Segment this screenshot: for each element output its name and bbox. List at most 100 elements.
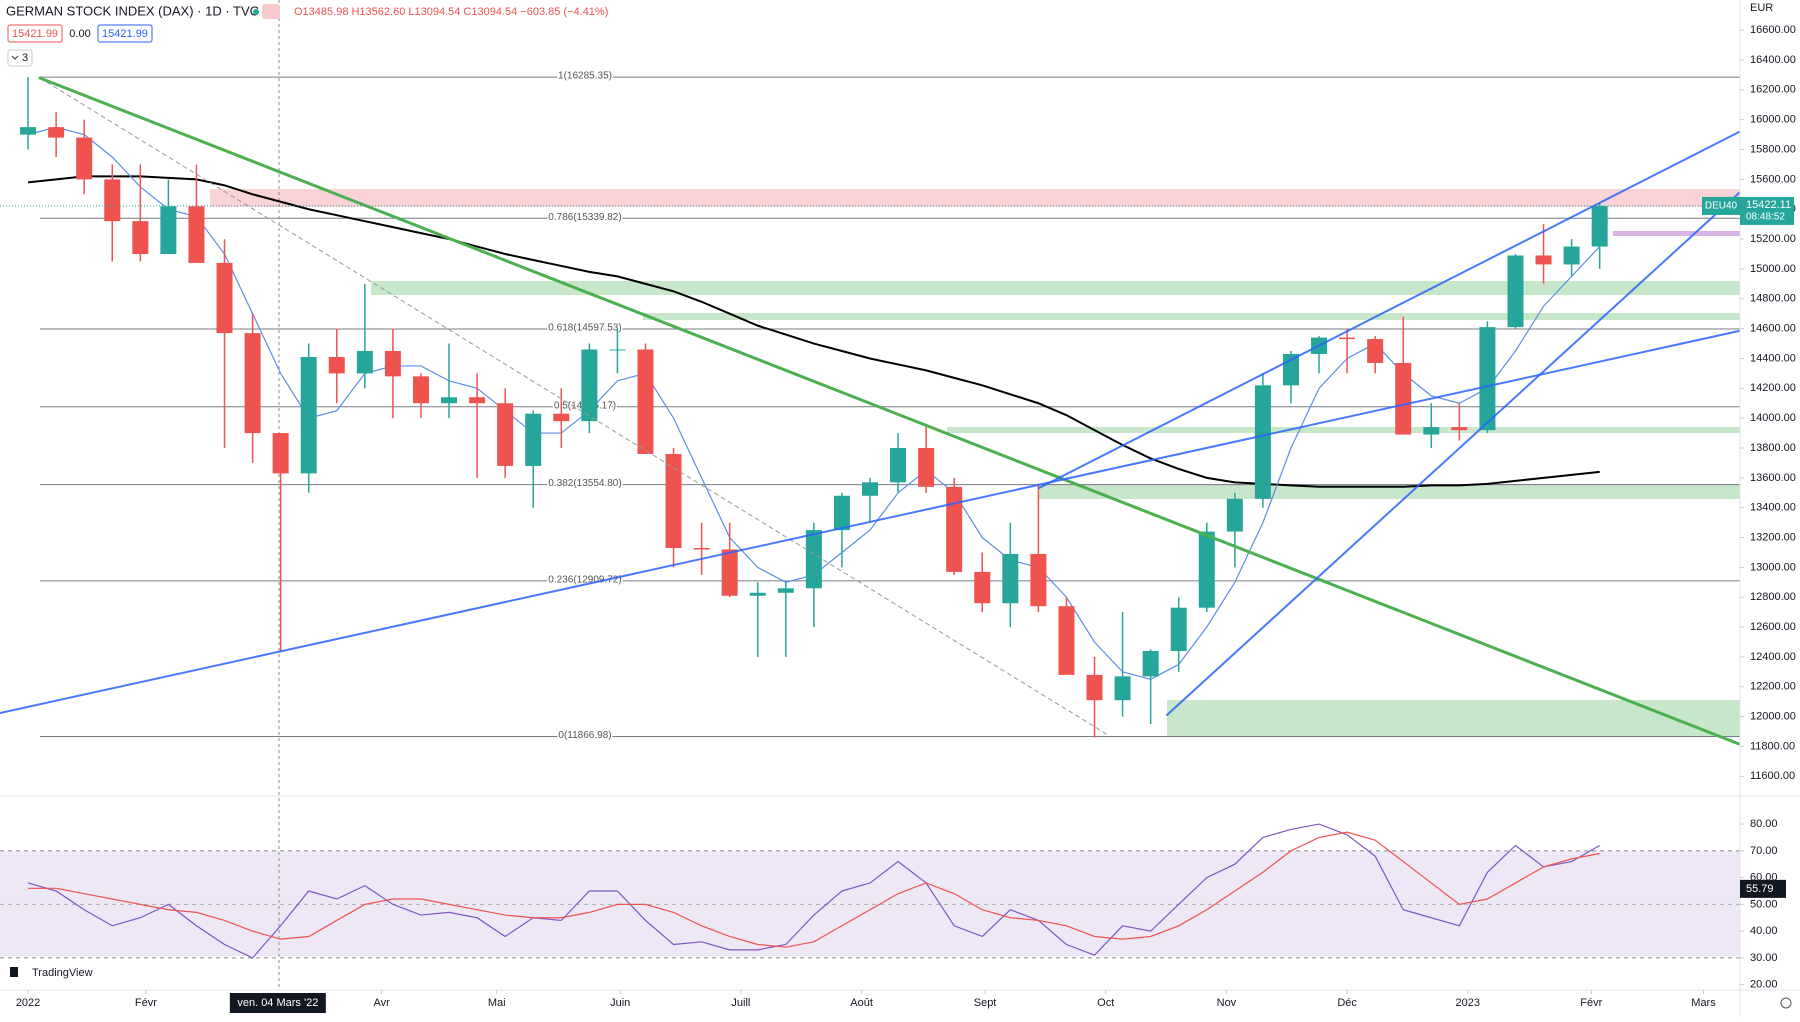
- candle-body: [48, 127, 65, 138]
- candle-body: [1114, 676, 1131, 701]
- indicator-toggle[interactable]: [7, 49, 33, 67]
- candle-body: [721, 549, 738, 596]
- fib-label: 1(16285.35): [558, 71, 612, 82]
- candle-body: [300, 356, 317, 474]
- moving-averages: [27, 126, 1601, 959]
- rsi-tick-label: 80.00: [1750, 818, 1778, 830]
- y-tick-label: 12800.00: [1750, 591, 1796, 603]
- candle-body: [412, 376, 429, 404]
- candle-body: [665, 453, 682, 548]
- chevron: [11, 55, 19, 60]
- candle-body: [1563, 246, 1580, 265]
- fib: 1(16285.35) 0.786(15339.82) 0.618(14597.53…: [40, 69, 1740, 743]
- channel-lower: [1166, 192, 1740, 716]
- candle-body: [1170, 607, 1187, 651]
- y-tick-label: 12200.00: [1750, 681, 1796, 693]
- y-tick-label: 13400.00: [1750, 502, 1796, 514]
- candle-body: [188, 206, 205, 263]
- candle-body: [946, 486, 963, 572]
- rsi-tick-label: 40.00: [1750, 925, 1778, 937]
- candle-body: [104, 179, 121, 222]
- candle-body: [1058, 606, 1075, 675]
- candle-body: [777, 588, 794, 593]
- y-tick-label: 16200.00: [1750, 84, 1796, 96]
- rsi-tick-label: 20.00: [1750, 979, 1778, 991]
- y-tick-label: 12600.00: [1750, 621, 1796, 633]
- candle-body: [1142, 650, 1159, 677]
- legend-value: 15421.99: [102, 28, 148, 40]
- y-tick-label: 13000.00: [1750, 561, 1796, 573]
- price-tag-time: 08:48:52: [1746, 212, 1785, 223]
- crosshair-tag: [229, 993, 326, 1013]
- y-tick-label: 15200.00: [1750, 233, 1796, 245]
- value-box: [97, 24, 153, 43]
- y-tick-label: 16000.00: [1750, 114, 1796, 126]
- candle-body: [497, 403, 514, 466]
- x-tick-label: Févr: [1580, 997, 1602, 1009]
- crosshair-label: ven. 04 Mars '22: [237, 997, 318, 1009]
- x-tick-label: 2023: [1456, 997, 1480, 1009]
- channel-upper: [1038, 131, 1740, 489]
- support-zone: [643, 313, 1740, 320]
- support-zone: [947, 427, 1740, 433]
- header: GERMAN STOCK INDEX (DAX) · 1D · TVC O134…: [6, 3, 608, 67]
- y-tick-label: 15800.00: [1750, 143, 1796, 155]
- candle-body: [553, 413, 570, 422]
- settings-icon[interactable]: [1780, 997, 1792, 1009]
- logo: [10, 967, 18, 977]
- x-tick-label: Mai: [488, 997, 506, 1009]
- candle-body: [1282, 353, 1299, 386]
- x-tick-label: Juin: [610, 997, 630, 1009]
- support-zone: [1039, 484, 1740, 499]
- candle-body: [356, 351, 373, 374]
- candle-body: [1451, 427, 1468, 431]
- candle-body: [384, 351, 401, 377]
- fib-label: 0.618(14597.53): [548, 323, 621, 334]
- candle-body: [1367, 339, 1384, 363]
- y-tick-label: 14600.00: [1750, 323, 1796, 335]
- x-tick-label: 2022: [16, 997, 40, 1009]
- candle-body: [1086, 674, 1103, 701]
- moving-average: [27, 175, 1600, 488]
- candle-body: [328, 356, 345, 374]
- candle-body: [1226, 498, 1243, 532]
- legend-value: 15421.99: [12, 28, 58, 40]
- candle-body: [160, 206, 177, 255]
- status-dot: [253, 9, 259, 15]
- candle-body: [1254, 385, 1271, 499]
- candle-body: [1339, 337, 1356, 340]
- y-tick-label: 14400.00: [1750, 352, 1796, 364]
- y-tick-label: 16400.00: [1750, 54, 1796, 66]
- candle-body: [469, 397, 486, 404]
- support-zone: [371, 281, 1740, 295]
- symbol-name: DEU40: [1705, 201, 1738, 212]
- y-tick-label: 14000.00: [1750, 412, 1796, 424]
- candle-body: [581, 349, 598, 422]
- green-trendline: [38, 76, 1741, 746]
- candle-body: [525, 413, 542, 466]
- rsi-line: [27, 823, 1600, 959]
- candle-body: [441, 397, 458, 404]
- x-tick-label: Mars: [1691, 997, 1716, 1009]
- y-tick-label: 13200.00: [1750, 531, 1796, 543]
- support-zone: [1167, 700, 1740, 737]
- candle-body: [1507, 255, 1524, 328]
- x-tick-label: Nov: [1217, 997, 1237, 1009]
- value-box: [7, 24, 63, 43]
- x-tick-label: Févr: [135, 997, 157, 1009]
- candle-body: [637, 349, 654, 454]
- candle-body: [890, 448, 907, 483]
- candle-body: [1591, 205, 1608, 247]
- price-tag: [1740, 196, 1794, 225]
- candle-body: [1535, 255, 1552, 265]
- resistance-zone: [210, 189, 1740, 207]
- candle-body: [1423, 427, 1440, 435]
- indicator-count[interactable]: 3: [22, 52, 28, 64]
- pink-zone: [1613, 231, 1740, 236]
- y-tick-label: 14800.00: [1750, 293, 1796, 305]
- trendlines: [0, 76, 1741, 746]
- fib-label: 0(11866.98): [558, 730, 611, 741]
